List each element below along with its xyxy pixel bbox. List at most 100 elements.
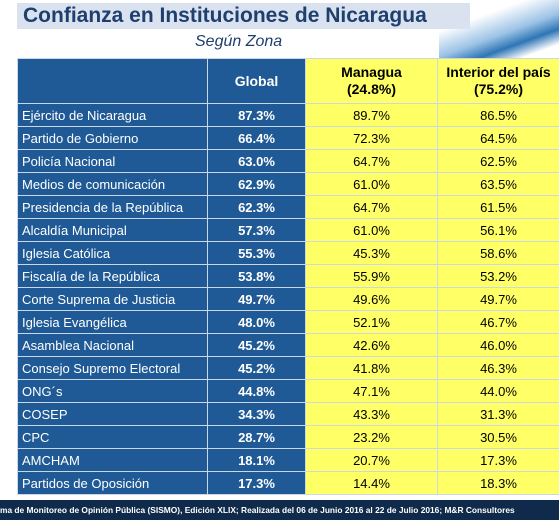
cell-value: 48.0% — [207, 310, 306, 334]
row-label: Corte Suprema de Justicia — [17, 287, 208, 311]
row-label: Partidos de Oposición — [17, 471, 208, 495]
cell-value: 66.4% — [207, 126, 306, 150]
cell-value: 34.3% — [207, 402, 306, 426]
cell-value: 53.8% — [207, 264, 306, 288]
column-share: (24.8%) — [346, 81, 397, 97]
cell-value: 44.8% — [207, 379, 306, 403]
cell-value: 62.9% — [207, 172, 306, 196]
subtitle: Según Zona — [195, 33, 283, 50]
cell-value: 31.3% — [437, 402, 559, 426]
cell-value: 58.6% — [437, 241, 559, 265]
cell-value: 53.2% — [437, 264, 559, 288]
column-share: (75.2%) — [473, 81, 524, 97]
cell-value: 14.4% — [305, 471, 438, 495]
row-label: ONG´s — [17, 379, 208, 403]
cell-value: 55.9% — [305, 264, 438, 288]
cell-value: 46.3% — [437, 356, 559, 380]
cell-value: 46.7% — [437, 310, 559, 334]
header-cell — [17, 58, 208, 104]
table-row: Partidos de Oposición 17.3% 14.4% 18.3% — [17, 471, 559, 495]
cell-value: 44.0% — [437, 379, 559, 403]
cell-value: 17.3% — [437, 448, 559, 472]
header-cell: Global — [207, 58, 306, 104]
table-row: AMCHAM 18.1% 20.7% 17.3% — [17, 448, 559, 472]
cell-value: 61.5% — [437, 195, 559, 219]
row-label: Medios de comunicación — [17, 172, 208, 196]
cell-value: 56.1% — [437, 218, 559, 242]
row-label: Ejército de Nicaragua — [17, 103, 208, 127]
cell-value: 28.7% — [207, 425, 306, 449]
cell-value: 20.7% — [305, 448, 438, 472]
row-label: Policía Nacional — [17, 149, 208, 173]
row-label: AMCHAM — [17, 448, 208, 472]
cell-value: 63.5% — [437, 172, 559, 196]
footer: ma de Monitoreo de Opinión Pública (SISM… — [0, 500, 559, 520]
cell-value: 86.5% — [437, 103, 559, 127]
table: Global Managua (24.8%) Interior del país(… — [17, 58, 559, 495]
cell-value: 46.0% — [437, 333, 559, 357]
cell-value: 18.1% — [207, 448, 306, 472]
cell-value: 62.3% — [207, 195, 306, 219]
cell-value: 89.7% — [305, 103, 438, 127]
cell-value: 17.3% — [207, 471, 306, 495]
cell-value: 43.3% — [305, 402, 438, 426]
table-row: Ejército de Nicaragua 87.3% 89.7% 86.5% — [17, 103, 559, 127]
table-body: Ejército de Nicaragua 87.3% 89.7% 86.5% Part… — [17, 103, 559, 495]
row-label: Presidencia de la República — [17, 195, 208, 219]
cell-value: 45.3% — [305, 241, 438, 265]
cell-value: 62.5% — [437, 149, 559, 173]
row-label: Alcaldía Municipal — [17, 218, 208, 242]
cell-value: 72.3% — [305, 126, 438, 150]
table-row: Fiscalía de la República 53.8% 55.9% 53.2% — [17, 264, 559, 288]
cell-value: 42.6% — [305, 333, 438, 357]
table-row: Iglesia Evangélica 48.0% 52.1% 46.7% — [17, 310, 559, 334]
table-row: Consejo Supremo Electoral 45.2% 41.8% 46.3% — [17, 356, 559, 380]
title: Confianza en Instituciones de Nicaragua — [17, 3, 470, 29]
cell-value: 49.7% — [437, 287, 559, 311]
cell-value: 64.7% — [305, 195, 438, 219]
row-label: Iglesia Católica — [17, 241, 208, 265]
table-row: Medios de comunicación 62.9% 61.0% 63.5% — [17, 172, 559, 196]
table-row: Presidencia de la República 62.3% 64.7% 61.… — [17, 195, 559, 219]
cell-value: 45.2% — [207, 333, 306, 357]
row-label: Iglesia Evangélica — [17, 310, 208, 334]
header-row: Global Managua (24.8%) Interior del país(… — [17, 58, 559, 104]
row-label: Consejo Supremo Electoral — [17, 356, 208, 380]
header-cell: Managua (24.8%) — [305, 58, 438, 104]
table-row: Iglesia Católica 55.3% 45.3% 58.6% — [17, 241, 559, 265]
cell-value: 55.3% — [207, 241, 306, 265]
table-row: Asamblea Nacional 45.2% 42.6% 46.0% — [17, 333, 559, 357]
row-label: Asamblea Nacional — [17, 333, 208, 357]
cell-value: 45.2% — [207, 356, 306, 380]
table-row: Alcaldía Municipal 57.3% 61.0% 56.1% — [17, 218, 559, 242]
row-label: Fiscalía de la República — [17, 264, 208, 288]
table-row: Corte Suprema de Justicia 49.7% 49.6% 49.7% — [17, 287, 559, 311]
cell-value: 64.5% — [437, 126, 559, 150]
row-label: Partido de Gobierno — [17, 126, 208, 150]
cell-value: 23.2% — [305, 425, 438, 449]
cell-value: 61.0% — [305, 172, 438, 196]
column-name: Managua — [341, 64, 402, 80]
table-row: Partido de Gobierno 66.4% 72.3% 64.5% — [17, 126, 559, 150]
table-row: CPC 28.7% 23.2% 30.5% — [17, 425, 559, 449]
cell-value: 63.0% — [207, 149, 306, 173]
row-label: COSEP — [17, 402, 208, 426]
table-row: COSEP 34.3% 43.3% 31.3% — [17, 402, 559, 426]
cell-value: 61.0% — [305, 218, 438, 242]
table-row: Policía Nacional 63.0% 64.7% 62.5% — [17, 149, 559, 173]
cell-value: 41.8% — [305, 356, 438, 380]
row-label: CPC — [17, 425, 208, 449]
cell-value: 49.7% — [207, 287, 306, 311]
header-cell: Interior del país (75.2%) — [437, 58, 559, 104]
column-name: Interior del país — [446, 64, 551, 80]
cell-value: 64.7% — [305, 149, 438, 173]
cell-value: 47.1% — [305, 379, 438, 403]
cell-value: 52.1% — [305, 310, 438, 334]
cell-value: 57.3% — [207, 218, 306, 242]
cell-value: 87.3% — [207, 103, 306, 127]
cell-value: 30.5% — [437, 425, 559, 449]
cell-value: 49.6% — [305, 287, 438, 311]
cell-value: 18.3% — [437, 471, 559, 495]
table-row: ONG´s 44.8% 47.1% 44.0% — [17, 379, 559, 403]
